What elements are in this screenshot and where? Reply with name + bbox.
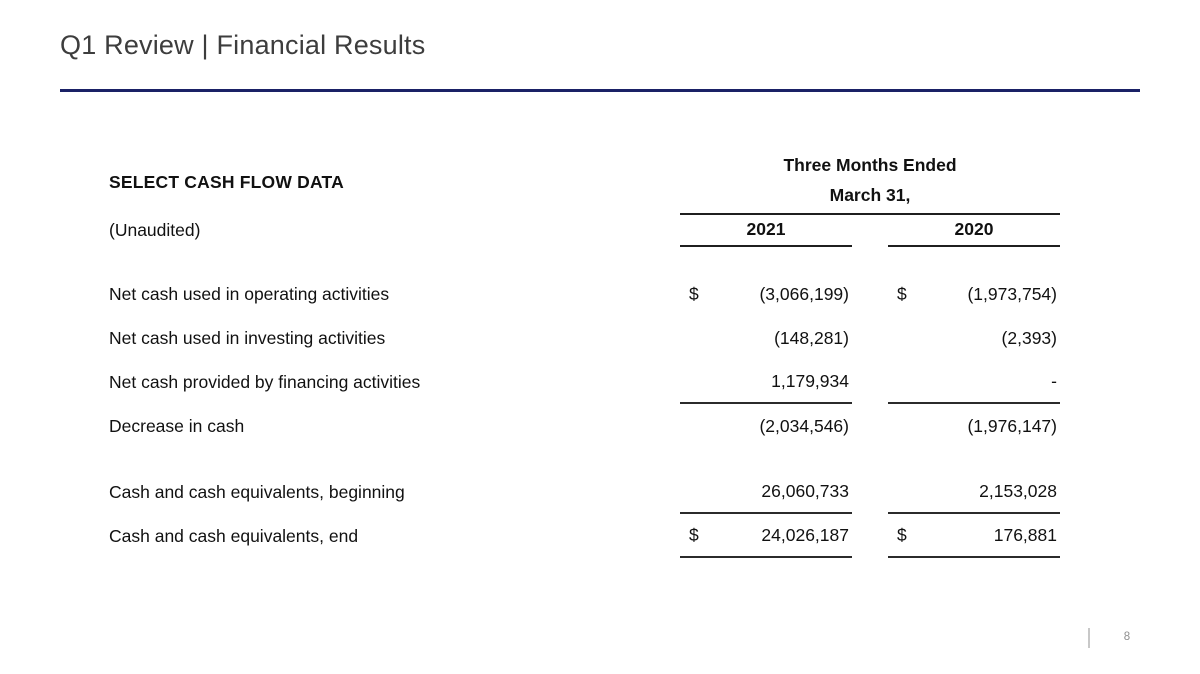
table-subtitle: (Unaudited) [109, 220, 201, 240]
period-header: Three Months Ended March 31, [680, 150, 1060, 215]
amount: (2,393) [1001, 327, 1057, 348]
value-2020: - [888, 360, 1060, 404]
period-header-line1: Three Months Ended [783, 155, 957, 175]
table-header-row-years: (Unaudited) 2021 2020 [109, 214, 1060, 247]
table-row-cash-end: Cash and cash equivalents, end $ 24,026,… [109, 514, 1060, 558]
column-header-2020: 2020 [888, 214, 1060, 247]
value-2020: 2,153,028 [888, 470, 1060, 514]
footer-divider [1088, 628, 1090, 648]
table-row-decrease-in-cash: Decrease in cash (2,034,546) (1,976,147) [109, 404, 1060, 448]
amount: (1,973,754) [967, 283, 1057, 304]
row-label: Net cash provided by financing activitie… [109, 371, 421, 392]
period-header-line2: March 31, [829, 185, 911, 205]
table-row-operating: Net cash used in operating activities $ … [109, 272, 1060, 316]
amount: 2,153,028 [979, 480, 1057, 501]
currency-symbol: $ [689, 283, 699, 304]
currency-symbol: $ [897, 283, 907, 304]
value-2021: (148,281) [680, 316, 852, 360]
row-label: Net cash used in investing activities [109, 327, 386, 348]
amount: 1,179,934 [771, 370, 849, 391]
table-spacer [109, 448, 1060, 470]
row-label: Cash and cash equivalents, beginning [109, 481, 405, 502]
value-2021: 26,060,733 [680, 470, 852, 514]
table-row-financing: Net cash provided by financing activitie… [109, 360, 1060, 404]
amount: (1,976,147) [967, 415, 1057, 436]
table-row-investing: Net cash used in investing activities (1… [109, 316, 1060, 360]
value-2020: (2,393) [888, 316, 1060, 360]
currency-symbol: $ [897, 524, 907, 545]
value-2021: (2,034,546) [680, 404, 852, 448]
amount: 24,026,187 [761, 524, 849, 545]
value-2021: $ 24,026,187 [680, 514, 852, 558]
row-label: Cash and cash equivalents, end [109, 525, 359, 546]
page-number: 8 [1123, 631, 1131, 643]
table-row-cash-beginning: Cash and cash equivalents, beginning 26,… [109, 470, 1060, 514]
value-2020: $ (1,973,754) [888, 272, 1060, 316]
title-divider [60, 89, 1140, 92]
value-2020: (1,976,147) [888, 404, 1060, 448]
amount: 176,881 [993, 524, 1057, 545]
currency-symbol: $ [689, 524, 699, 545]
value-2020: $ 176,881 [888, 514, 1060, 558]
amount: - [1051, 370, 1057, 391]
row-label: Decrease in cash [109, 415, 245, 436]
value-2021: 1,179,934 [680, 360, 852, 404]
row-label: Net cash used in operating activities [109, 283, 390, 304]
cash-flow-table: SELECT CASH FLOW DATA Three Months Ended… [109, 150, 1060, 558]
column-gap [852, 214, 888, 247]
page-title: Q1 Review | Financial Results [60, 30, 426, 60]
amount: 26,060,733 [761, 480, 849, 501]
amount: (3,066,199) [759, 283, 849, 304]
amount: (2,034,546) [759, 415, 849, 436]
value-2021: $ (3,066,199) [680, 272, 852, 316]
table-title: SELECT CASH FLOW DATA [109, 172, 344, 192]
table-header-row-period: SELECT CASH FLOW DATA Three Months Ended… [109, 150, 1060, 215]
amount: (148,281) [774, 327, 849, 348]
column-header-2021: 2021 [680, 214, 852, 247]
